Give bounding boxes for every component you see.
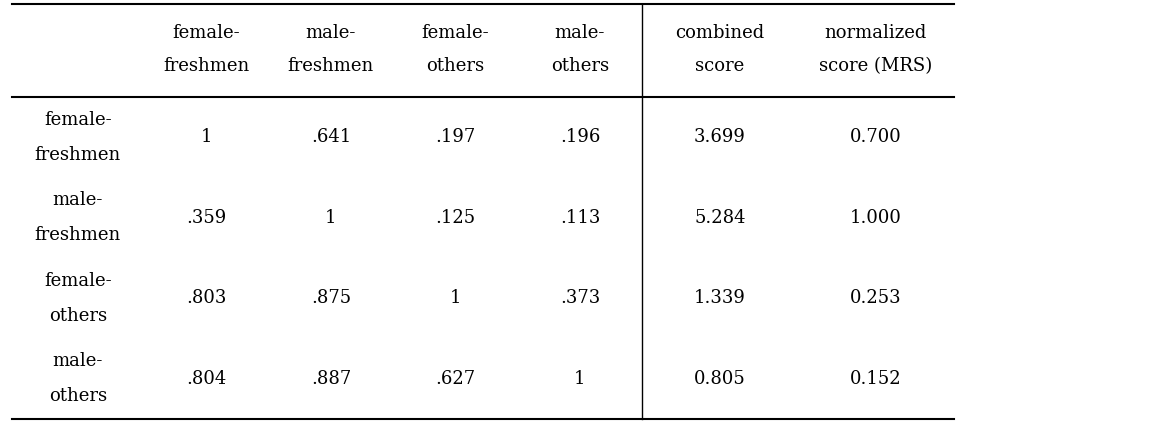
Text: .641: .641 bbox=[311, 128, 351, 146]
Text: 3.699: 3.699 bbox=[694, 128, 746, 146]
Text: .196: .196 bbox=[559, 128, 601, 146]
Text: others: others bbox=[48, 387, 107, 405]
Text: 1: 1 bbox=[325, 209, 337, 227]
Text: male-: male- bbox=[53, 352, 103, 370]
Text: others: others bbox=[551, 57, 609, 75]
Text: male-: male- bbox=[555, 24, 605, 42]
Text: female-: female- bbox=[44, 272, 112, 290]
Text: 0.805: 0.805 bbox=[694, 370, 746, 388]
Text: 1: 1 bbox=[201, 128, 212, 146]
Text: .373: .373 bbox=[560, 289, 600, 307]
Text: 1.000: 1.000 bbox=[850, 209, 902, 227]
Text: .359: .359 bbox=[187, 209, 226, 227]
Text: freshmen: freshmen bbox=[35, 226, 121, 244]
Text: freshmen: freshmen bbox=[35, 146, 121, 164]
Text: female-: female- bbox=[44, 111, 112, 129]
Text: 1: 1 bbox=[450, 289, 461, 307]
Text: .875: .875 bbox=[311, 289, 351, 307]
Text: others: others bbox=[427, 57, 484, 75]
Text: .113: .113 bbox=[559, 209, 601, 227]
Text: 1.339: 1.339 bbox=[694, 289, 746, 307]
Text: .803: .803 bbox=[186, 289, 227, 307]
Text: 1: 1 bbox=[574, 370, 586, 388]
Text: male-: male- bbox=[53, 191, 103, 209]
Text: 5.284: 5.284 bbox=[694, 209, 746, 227]
Text: .627: .627 bbox=[436, 370, 475, 388]
Text: male-: male- bbox=[306, 24, 356, 42]
Text: .887: .887 bbox=[311, 370, 351, 388]
Text: others: others bbox=[48, 307, 107, 325]
Text: 0.700: 0.700 bbox=[850, 128, 902, 146]
Text: .125: .125 bbox=[436, 209, 475, 227]
Text: score (MRS): score (MRS) bbox=[819, 57, 933, 75]
Text: normalized: normalized bbox=[824, 24, 927, 42]
Text: female-: female- bbox=[422, 24, 489, 42]
Text: female-: female- bbox=[173, 24, 240, 42]
Text: .197: .197 bbox=[436, 128, 475, 146]
Text: freshmen: freshmen bbox=[164, 57, 249, 75]
Text: freshmen: freshmen bbox=[288, 57, 374, 75]
Text: 0.253: 0.253 bbox=[850, 289, 902, 307]
Text: score: score bbox=[695, 57, 745, 75]
Text: 0.152: 0.152 bbox=[850, 370, 902, 388]
Text: combined: combined bbox=[676, 24, 764, 42]
Text: .804: .804 bbox=[187, 370, 226, 388]
